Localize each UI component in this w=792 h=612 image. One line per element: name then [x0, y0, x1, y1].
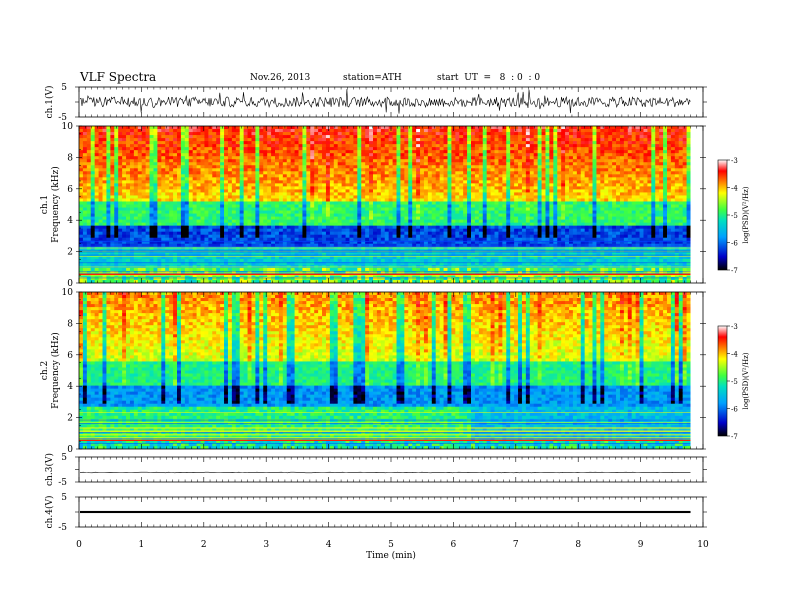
ch2_spectrogram-colorbar-tick--6: -6 [731, 406, 738, 414]
time-tick-9: 9 [638, 540, 644, 550]
station-label: station=ATH [343, 73, 402, 83]
ch4_waveform-ytick-bottom: -5 [58, 523, 67, 533]
date-label: Nov.26, 2013 [250, 73, 311, 83]
time-tick-4: 4 [326, 540, 332, 550]
ch3-waveform-trace [79, 471, 691, 474]
ch2_spectrogram-ytick-0: 0 [67, 445, 73, 455]
ch1_spectrogram-ylabel-channel: ch.1 [40, 195, 50, 214]
ch1_spectrogram-ylabel-frequency: Frequency (kHz) [50, 166, 61, 243]
ch2_spectrogram-ylabel-frequency: Frequency (kHz) [50, 332, 61, 409]
ch2_spectrogram-ytick-8: 8 [67, 319, 73, 329]
ch1_spectrogram-colorbar-tick--7: -7 [731, 267, 738, 275]
time-tick-8: 8 [575, 540, 581, 550]
ch2_spectrogram-colorbar-tick--4: -4 [731, 351, 738, 359]
ch1_spectrogram-image [79, 126, 703, 283]
ch4_waveform-ylabel: ch.4(V) [44, 496, 55, 529]
ch1_spectrogram-ytick-4: 4 [67, 216, 73, 226]
ch1_waveform-ytick-top: 5 [61, 83, 67, 93]
ch2_spectrogram-ytick-2: 2 [67, 414, 73, 424]
ch1_spectrogram-colorbar-tick--5: -5 [731, 212, 738, 220]
ch2_spectrogram-colorbar-tick--3: -3 [731, 323, 738, 331]
time-tick-7: 7 [513, 540, 519, 550]
time-tick-2: 2 [201, 540, 207, 550]
ch3_waveform-ylabel: ch.3(V) [44, 453, 55, 486]
ch3_waveform-ytick-bottom: -5 [58, 478, 67, 488]
ch1_spectrogram-colorbar-tick--6: -6 [731, 240, 738, 248]
time-tick-6: 6 [451, 540, 457, 550]
ch2_spectrogram-ylabel-channel: ch.2 [40, 361, 50, 380]
chart-title: VLF Spectra [80, 70, 157, 84]
ch2_spectrogram-colorbar-tick--7: -7 [731, 433, 738, 441]
ch1_waveform-ylabel: ch.1(V) [44, 86, 55, 119]
time-tick-5: 5 [388, 540, 394, 550]
ch1_spectrogram-ytick-10: 10 [62, 122, 74, 132]
time-tick-1: 1 [139, 540, 145, 550]
ch1_spectrogram-colorbar [717, 159, 728, 271]
ch1-waveform-trace [79, 89, 691, 114]
ch2_spectrogram-image [79, 292, 703, 449]
ch1_spectrogram-colorbar-tick--4: -4 [731, 185, 738, 193]
ch2_spectrogram-colorbar [717, 325, 728, 437]
ch4-waveform-trace [80, 510, 691, 514]
ch1_spectrogram-ytick-2: 2 [67, 248, 73, 258]
ch1_waveform-ytick-bottom: -5 [58, 113, 67, 123]
ch2_spectrogram-ytick-10: 10 [62, 288, 74, 298]
ch1_spectrogram-colorbar-label: log(PSD)(V²/Hz) [742, 186, 750, 243]
ch1_spectrogram-ytick-0: 0 [67, 279, 73, 289]
ch1_spectrogram-ytick-8: 8 [67, 153, 73, 163]
ch1_spectrogram-colorbar-tick--3: -3 [731, 157, 738, 165]
time-axis-label: Time (min) [366, 550, 416, 561]
ch4_waveform-ytick-top: 5 [61, 493, 67, 503]
time-tick-10: 10 [697, 540, 709, 550]
time-tick-0: 0 [76, 540, 82, 550]
ch2_spectrogram-ytick-4: 4 [67, 382, 73, 392]
ch3_waveform-ytick-top: 5 [61, 453, 67, 463]
ch1_spectrogram-ytick-6: 6 [67, 185, 73, 195]
ch2_spectrogram-ytick-6: 6 [67, 351, 73, 361]
ch2_spectrogram-colorbar-label: log(PSD)(V²/Hz) [742, 352, 750, 409]
time-tick-3: 3 [263, 540, 269, 550]
ch2_spectrogram-colorbar-tick--5: -5 [731, 378, 738, 386]
start-time-label: start UT = 8 : 0 : 0 [437, 73, 541, 83]
